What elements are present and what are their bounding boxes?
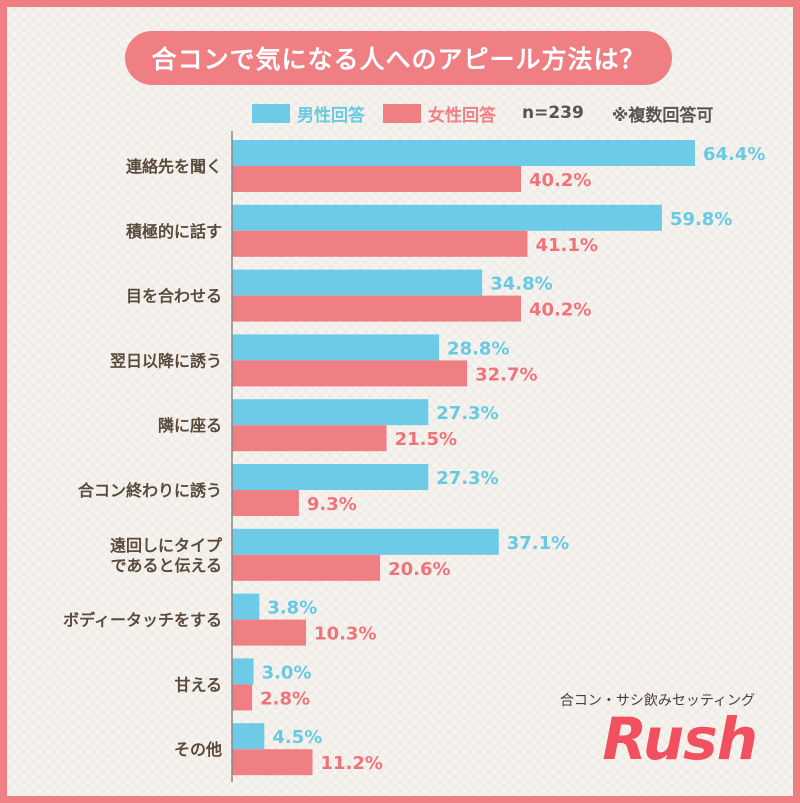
data-label-male: 3.8%	[267, 598, 317, 619]
data-label-female: 11.2%	[321, 753, 383, 774]
data-label-male: 34.8%	[490, 274, 552, 295]
data-label-female: 2.8%	[260, 688, 310, 709]
bar-male	[232, 593, 260, 620]
bar-male	[232, 334, 440, 361]
category-label: ボディータッチをする	[63, 611, 222, 630]
legend-female-label: 女性回答	[428, 105, 496, 126]
data-label-female: 10.3%	[314, 624, 376, 645]
data-label-male: 64.4%	[703, 144, 765, 165]
data-label-female: 9.3%	[307, 494, 357, 515]
category-label: であると伝える	[111, 556, 222, 575]
bar-female	[232, 554, 381, 581]
data-label-male: 3.0%	[262, 662, 312, 683]
category-label: 甘える	[174, 675, 222, 694]
legend-female-swatch	[383, 103, 421, 123]
bar-female	[232, 619, 307, 646]
legend-male-swatch	[252, 103, 290, 123]
data-label-male: 37.1%	[507, 533, 569, 554]
legend: 男性回答 女性回答 n=239 ※複数回答可	[252, 100, 741, 126]
data-label-male: 59.8%	[670, 209, 732, 230]
bar-male	[232, 723, 265, 750]
brand-subtitle: 合コン・サシ飲みセッティング	[559, 693, 755, 709]
bar-female	[232, 295, 522, 322]
bar-female	[232, 490, 299, 516]
bar-chart: 64.4% 40.2% 連絡先を聞く 59.8% 41.1% 積極的に話す 34.8% 40.…	[63, 131, 765, 782]
bar-female	[232, 166, 522, 192]
data-label-female: 20.6%	[388, 559, 450, 580]
bar-female	[232, 425, 387, 452]
bar-male	[232, 658, 254, 685]
category-label: 合コン終わりに誘う	[78, 481, 222, 500]
bar-female	[232, 360, 468, 387]
chart-title: 合コンで気になる人へのアピール方法は？	[125, 31, 672, 85]
bar-male	[232, 528, 499, 555]
data-label-female: 21.5%	[395, 429, 457, 450]
bar-female	[232, 749, 313, 776]
bar-female	[232, 230, 528, 257]
data-label-male: 27.3%	[436, 403, 498, 424]
data-label-female: 41.1%	[535, 235, 597, 256]
data-label-female: 40.2%	[529, 300, 591, 321]
bar-male	[232, 269, 483, 296]
bar-male	[232, 399, 429, 426]
legend-male-label: 男性回答	[297, 105, 365, 126]
bar-male	[232, 140, 695, 166]
brand-logo: Rush	[602, 705, 758, 773]
sample-size: n=239	[522, 103, 584, 123]
data-label-male: 4.5%	[272, 727, 322, 748]
category-label: 連絡先を聞く	[126, 157, 222, 176]
bar-male	[232, 464, 429, 490]
category-label: 積極的に話す	[125, 222, 222, 241]
category-label: 目を合わせる	[126, 287, 222, 306]
multiple-answer-note: ※複数回答可	[611, 105, 714, 126]
category-label: 遠回しにタイプ	[110, 536, 223, 555]
data-label-male: 28.8%	[447, 338, 509, 359]
data-label-female: 32.7%	[475, 364, 537, 385]
category-label: その他	[174, 740, 222, 759]
category-label: 翌日以降に誘う	[110, 351, 222, 370]
bar-male	[232, 204, 662, 231]
data-label-female: 40.2%	[529, 170, 591, 191]
category-label: 隣に座る	[158, 416, 222, 435]
data-label-male: 27.3%	[436, 468, 498, 489]
bar-female	[232, 684, 253, 711]
